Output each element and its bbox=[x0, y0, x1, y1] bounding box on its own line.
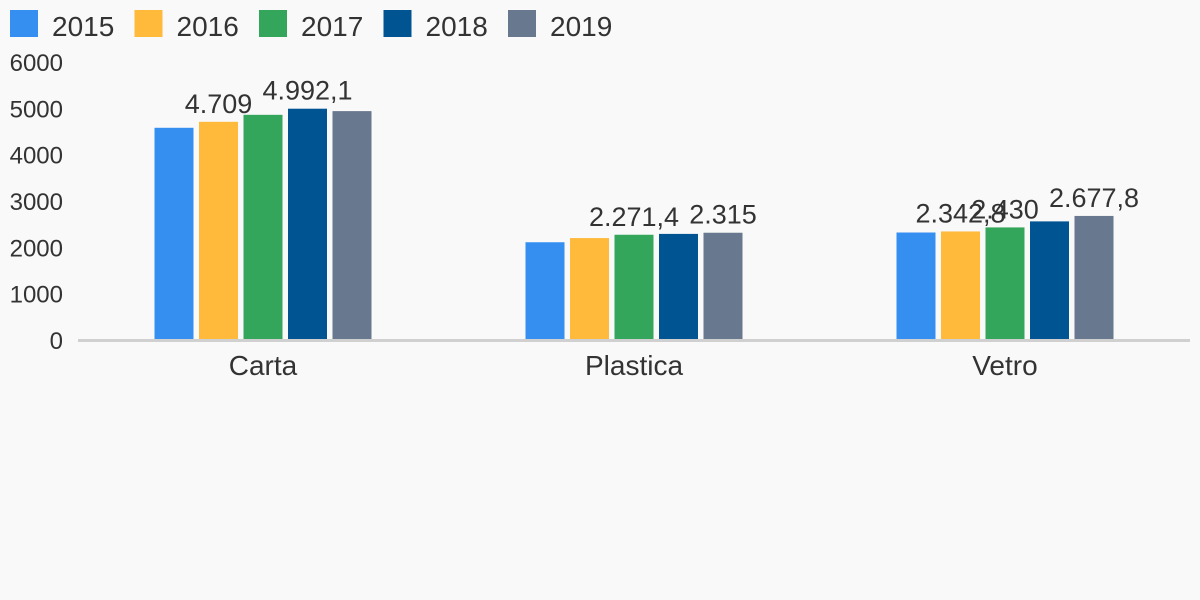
y-tick-label: 0 bbox=[50, 328, 63, 355]
y-tick-label: 3000 bbox=[10, 189, 63, 216]
data-labels: 4.709 4.992,1 2.271,4 2.315 2.342,82.430 2.67… bbox=[185, 76, 1139, 232]
x-category-label: Carta bbox=[229, 350, 298, 381]
y-tick-label: 1000 bbox=[10, 282, 63, 309]
bar-carta-2016 bbox=[199, 121, 238, 340]
legend-swatch-2017 bbox=[259, 10, 287, 37]
bar-plastica-2018 bbox=[659, 233, 698, 340]
bar-plastica-2016 bbox=[570, 238, 609, 340]
data-label: 2.315 bbox=[689, 200, 757, 230]
bar-plastica-2017 bbox=[614, 234, 654, 340]
bar-vetro-2017 bbox=[985, 227, 1025, 340]
bar-carta-2018 bbox=[288, 108, 327, 340]
legend-label-2015: 2015 bbox=[52, 11, 114, 42]
y-tick-label: 6000 bbox=[10, 50, 63, 77]
legend-swatch-2016 bbox=[134, 10, 163, 37]
data-label: 2.342,8 bbox=[915, 198, 1005, 228]
bar-plastica-2015 bbox=[525, 242, 565, 340]
x-category-label: Plastica bbox=[585, 350, 683, 381]
bar-vetro-2015 bbox=[896, 232, 936, 340]
y-tick-label: 5000 bbox=[10, 96, 63, 123]
legend: 2015 2016 2017 2018 2019 bbox=[10, 10, 612, 42]
bar-vetro-2019 bbox=[1074, 215, 1114, 340]
bar-carta-2019 bbox=[332, 111, 372, 340]
legend-swatch-2018 bbox=[383, 10, 412, 37]
data-label: 4.709 bbox=[185, 89, 253, 119]
data-label: 2.677,8 bbox=[1049, 183, 1139, 213]
y-tick-label: 4000 bbox=[10, 143, 63, 170]
y-axis: 0 1000 2000 3000 4000 5000 6000 bbox=[10, 50, 63, 355]
bar-vetro-2016 bbox=[941, 231, 980, 340]
data-label: 4.992,1 bbox=[262, 76, 352, 106]
x-category-label: Vetro bbox=[972, 350, 1037, 381]
y-tick-label: 2000 bbox=[10, 235, 63, 262]
bars bbox=[154, 108, 1114, 340]
data-label: 2.430 bbox=[971, 194, 1039, 224]
x-axis: Carta Plastica Vetro bbox=[229, 350, 1038, 381]
legend-swatch-2015 bbox=[10, 10, 38, 37]
legend-label-2018: 2018 bbox=[426, 11, 488, 42]
legend-label-2017: 2017 bbox=[301, 11, 363, 42]
bar-carta-2017 bbox=[243, 114, 283, 340]
legend-label-2019: 2019 bbox=[550, 11, 612, 42]
legend-label-2016: 2016 bbox=[177, 11, 239, 42]
bar-carta-2015 bbox=[154, 127, 194, 340]
bar-vetro-2018 bbox=[1030, 221, 1069, 340]
bar-plastica-2019 bbox=[703, 232, 743, 340]
data-label: 2.271,4 bbox=[589, 202, 679, 232]
legend-swatch-2019 bbox=[508, 10, 536, 37]
